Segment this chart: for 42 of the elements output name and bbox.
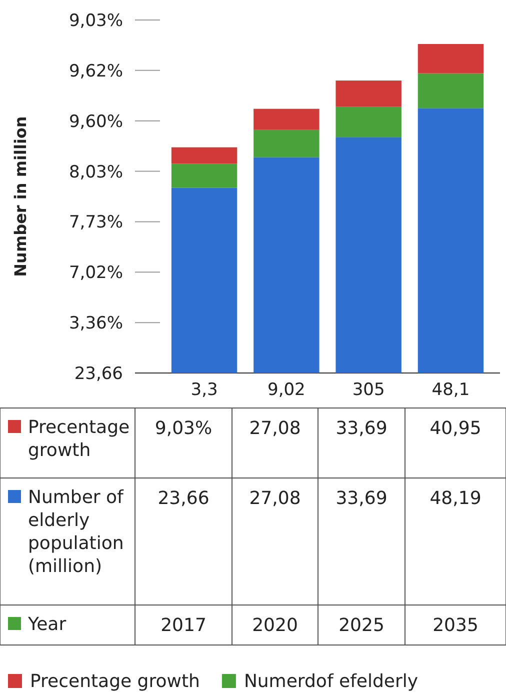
text: 23,66 — [74, 364, 123, 384]
bar — [171, 188, 238, 373]
bar — [336, 137, 402, 373]
text: 9,62% — [68, 61, 123, 82]
text: 9,03% — [154, 418, 212, 439]
text: Number in million — [11, 116, 30, 277]
text: Precentage growth — [28, 417, 130, 461]
text: 7,73% — [68, 212, 123, 233]
bar — [418, 108, 484, 373]
bar — [171, 147, 238, 164]
text: 8,03% — [68, 162, 123, 182]
text: 23,66 — [158, 488, 210, 509]
text: 33,69 — [336, 488, 388, 509]
text: Year — [27, 614, 67, 635]
text: 7,02% — [68, 263, 123, 284]
text: 27,08 — [249, 418, 301, 439]
text: 9,03% — [68, 11, 123, 31]
text: 2025 — [338, 615, 384, 636]
text: 2017 — [160, 615, 206, 636]
text: 9,60% — [68, 112, 123, 132]
bar — [254, 108, 320, 130]
legend-label: Numerdof efelderly — [244, 671, 418, 692]
text: 3,36% — [68, 314, 123, 334]
bar — [336, 106, 402, 138]
x-tick-label: 3,3 — [190, 380, 218, 400]
text: 2020 — [252, 615, 298, 636]
x-tick-label: 9,02 — [268, 380, 306, 400]
legend-label: Precentage growth — [30, 671, 200, 692]
bar — [418, 73, 484, 108]
bar — [171, 164, 238, 188]
text: 27,08 — [249, 488, 301, 509]
text: Number of elderly population (million) — [28, 487, 124, 577]
text: 2035 — [432, 615, 478, 636]
bar — [418, 44, 484, 74]
x-tick-label: 305 — [352, 380, 385, 400]
bar — [336, 80, 402, 107]
x-tick-label: 48,1 — [432, 380, 470, 400]
text: 33,69 — [336, 418, 388, 439]
text: 40,95 — [430, 418, 482, 439]
text: 48,19 — [430, 488, 482, 509]
bar — [254, 157, 320, 373]
bar — [254, 130, 320, 158]
